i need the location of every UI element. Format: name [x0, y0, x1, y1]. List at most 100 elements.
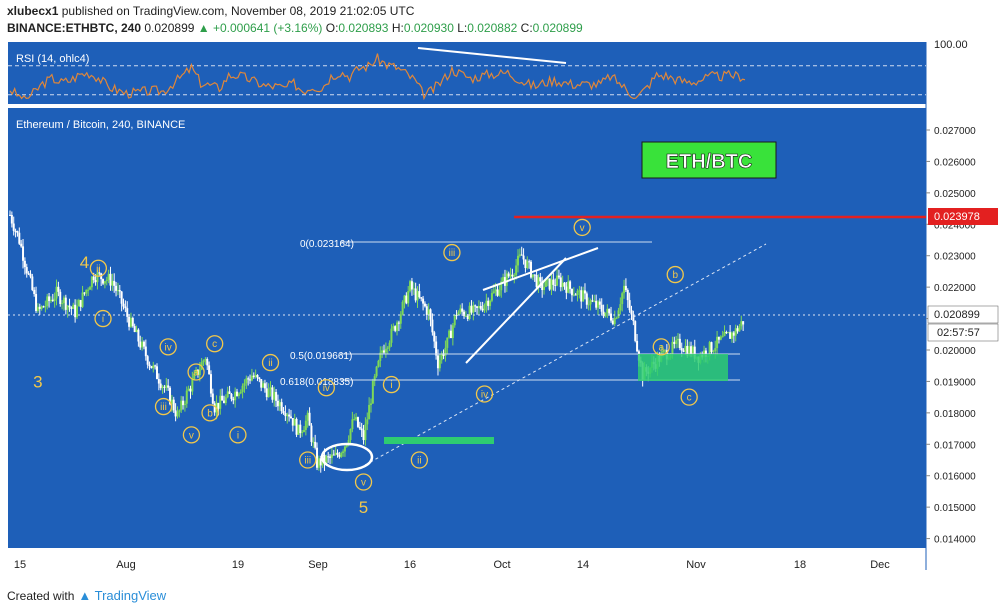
resistance-tag-text: 0.023978 [934, 211, 980, 223]
footer: Created with ▲ TradingView [7, 588, 166, 603]
candle-body [202, 360, 205, 363]
candle-body [351, 419, 354, 430]
x-tick-label: 18 [794, 559, 806, 571]
candle-body [727, 332, 730, 334]
fib-label-0618: 0.618(0.018835) [280, 377, 353, 388]
candle-body [461, 308, 464, 312]
candle-body [589, 300, 592, 305]
candle-body [468, 305, 471, 319]
candle-body [583, 290, 586, 294]
candle-body [178, 410, 181, 412]
candle-body [604, 312, 607, 317]
candle-body [129, 317, 132, 327]
candle-body [734, 328, 737, 336]
candle-body [31, 276, 34, 290]
chart-canvas[interactable]: RSI (14, ohlc4) 100.00 0.027000 0.026000 0… [0, 40, 1000, 576]
author[interactable]: xlubecx1 [7, 4, 59, 18]
candle-body [239, 391, 242, 394]
candle-body [405, 295, 408, 304]
candle-body [621, 293, 624, 305]
candle-body [183, 403, 186, 406]
candle-body [299, 424, 302, 434]
candle-body [92, 276, 95, 281]
candle-body [738, 326, 741, 332]
wave-circle [229, 426, 247, 444]
candle-body [593, 300, 596, 302]
x-tick-label: Aug [116, 559, 136, 571]
candle-body [247, 378, 250, 380]
candle-body [721, 336, 724, 338]
wave-circle [680, 388, 698, 406]
candle-body [275, 392, 278, 401]
candle-body [381, 350, 384, 353]
candle-body [677, 338, 680, 341]
candle-body [278, 402, 281, 407]
published-text: published on TradingView.com, November 0… [61, 4, 415, 18]
candle-body [9, 214, 11, 216]
candle-body [708, 342, 711, 356]
wave-circle [443, 243, 461, 262]
low-value: 0.020882 [467, 21, 518, 35]
candle-body [559, 277, 562, 288]
candle-body [64, 297, 67, 310]
ohlc-line: BINANCE:ETHBTC, 240 0.020899 ▲ +0.000641… [7, 21, 583, 35]
candle-body [180, 400, 183, 411]
y-tick-label: 0.023000 [934, 252, 976, 263]
candle-body [289, 416, 292, 419]
candle-body [632, 314, 635, 322]
candle-body [150, 366, 153, 369]
candle-body [444, 347, 447, 356]
candle-body [142, 341, 145, 347]
y-tick-label: 0.014000 [934, 535, 976, 546]
y-tick-label: 0.020000 [934, 346, 976, 357]
wave-label: ii [96, 264, 100, 275]
candle-body [585, 293, 588, 305]
y-tick-label: 0.016000 [934, 472, 976, 483]
candle-body [288, 414, 291, 417]
candle-body [38, 306, 41, 309]
candle-body [392, 326, 395, 329]
time-axis[interactable]: 15 Aug 19 Sep 16 Oct 14 Nov 18 Dec [14, 559, 890, 571]
candle-body [18, 232, 21, 244]
candle-body [319, 458, 322, 466]
candle-body [122, 303, 125, 307]
candle-body [550, 279, 553, 290]
banner-box [641, 141, 777, 179]
candle-body [29, 273, 32, 277]
candle-body [591, 300, 594, 302]
candle-body [301, 432, 304, 434]
tradingview-logo[interactable]: ▲ TradingView [78, 588, 167, 603]
candle-body [157, 379, 160, 384]
candle-body [524, 259, 527, 269]
candle-body [450, 330, 452, 338]
wave-label: ii [268, 358, 272, 369]
publish-line: xlubecx1 published on TradingView.com, N… [7, 4, 414, 18]
rsi-divergence-line [417, 47, 567, 64]
candle-body [383, 350, 386, 353]
symbol-label: Ethereum / Bitcoin, 240, BINANCE [16, 119, 185, 131]
candle-body [636, 340, 639, 352]
candle-body [403, 295, 406, 302]
candle-body [343, 446, 346, 452]
candle-body [217, 402, 220, 409]
candle-body [693, 346, 696, 359]
candle-body [396, 322, 399, 331]
candle-body [126, 308, 129, 317]
wave-label: ii [417, 456, 421, 467]
candle-body [303, 429, 305, 433]
wave-circle [317, 379, 335, 397]
candle-body [423, 303, 426, 307]
candle-body [113, 280, 116, 286]
candle-body [355, 417, 358, 420]
candle-body [740, 321, 743, 327]
main-pane[interactable] [8, 108, 926, 548]
candle-body [476, 306, 479, 308]
candle-body [528, 261, 531, 263]
high-value: 0.020930 [403, 21, 454, 35]
candle-body [187, 388, 190, 391]
candle-body [515, 265, 518, 276]
x-tick-label: 15 [14, 559, 26, 571]
countdown-text: 02:57:57 [937, 327, 980, 339]
candle-body [208, 365, 211, 375]
candle-body [316, 447, 319, 468]
